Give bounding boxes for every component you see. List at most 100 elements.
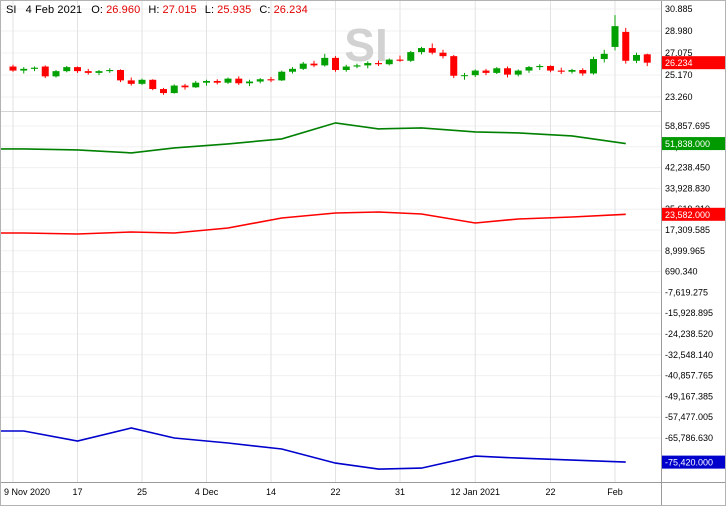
last-price-badge-value: 26.234: [665, 58, 693, 68]
time-axis-bg: [1, 482, 725, 505]
candle-body: [149, 79, 157, 90]
candle-body: [375, 63, 382, 65]
candle-body: [568, 69, 576, 72]
red-line: [1, 211, 626, 235]
candle-body: [418, 48, 425, 53]
candle-body: [52, 71, 60, 77]
indicator-tick-label: 58,857.695: [665, 121, 710, 131]
candle-body: [299, 63, 307, 69]
time-axis[interactable]: 9 Nov 2020 17 25 4 Dec 14 22 31 12 Jan 2021 22 Fe…: [4, 487, 623, 497]
indicator-tick-label: 8,999.965: [665, 246, 705, 256]
indicator-tick-label: -24,238.520: [665, 329, 713, 339]
candle-body: [439, 52, 447, 57]
red-line-badge: [662, 207, 725, 221]
symbol-watermark: SI: [344, 19, 387, 71]
indicator-tick-label: 17,309.585: [665, 225, 710, 235]
candlestick-series: [9, 15, 651, 95]
candle-body: [63, 67, 71, 72]
candle-body: [461, 75, 468, 77]
candle-body: [213, 80, 221, 83]
candle-body: [633, 54, 640, 61]
candle-body: [407, 52, 415, 61]
time-tick-label: Feb: [607, 487, 623, 497]
indicator-tick-label: -49,167.385: [665, 391, 713, 401]
candle-body: [106, 69, 114, 72]
candle-body: [267, 79, 275, 81]
candle-body: [622, 31, 630, 61]
candle-body: [536, 65, 544, 68]
candle-body: [514, 70, 522, 75]
candle-body: [278, 71, 286, 81]
green-line-badge-value: 51,838.000: [665, 139, 710, 149]
price-tick-label: 23.260: [665, 92, 693, 102]
candle-body: [482, 70, 490, 73]
candle-body: [590, 59, 597, 74]
close-label: C:: [259, 4, 271, 16]
candle-body: [332, 57, 339, 70]
time-tick-label: 22: [330, 487, 340, 497]
candle-body: [385, 59, 393, 65]
candle-body: [20, 68, 28, 71]
candle-body: [246, 81, 253, 84]
candle-body: [84, 71, 92, 73]
open-label: O:: [91, 4, 104, 16]
price-axis-bg: [661, 1, 725, 505]
candle-body: [364, 63, 372, 66]
red-line-badge-value: 23,582.000: [665, 210, 710, 220]
candle-body: [600, 53, 608, 60]
indicator-tick-label: -40,857.765: [665, 371, 713, 381]
open-value: 26.960: [106, 4, 141, 16]
axis-badges: 26.234 51,838.000 23,582.000 -75,420.000: [662, 56, 725, 469]
indicator-tick-label: -65,786.630: [665, 433, 713, 443]
candle-body: [203, 80, 210, 83]
candle-body: [235, 78, 243, 84]
indicator-tick-label: -57,477.005: [665, 412, 713, 422]
candle-body: [428, 48, 436, 53]
indicator-tick-label: 42,238.450: [665, 163, 710, 173]
candle-body: [31, 67, 38, 69]
indicator-tick-label: 690.340: [665, 267, 698, 277]
candle-body: [611, 26, 619, 47]
time-tick-label: 22: [545, 487, 555, 497]
time-tick-label: 25: [137, 487, 147, 497]
candle-body: [95, 71, 103, 73]
price-axis[interactable]: 30.885 28.980 27.075 25.170 23.260 58,857.695…: [665, 4, 713, 443]
time-tick-label: 12 Jan 2021: [450, 487, 500, 497]
candle-body: [192, 82, 200, 88]
indicator-tick-label: -15,928.895: [665, 308, 713, 318]
ohlc-readout: SI 4 Feb 2021 O: 26.960 H: 27.015 L: 25.935 C: 26…: [6, 4, 316, 16]
candle-body: [321, 57, 329, 66]
candle-body: [41, 66, 49, 77]
candle-body: [224, 78, 232, 83]
candle-body: [579, 69, 587, 74]
close-value: 26.234: [273, 4, 308, 16]
candle-body: [117, 69, 124, 81]
time-tick-label: 9 Nov 2020: [4, 487, 50, 497]
green-line: [1, 122, 626, 154]
candle-body: [643, 54, 651, 63]
candle-body: [504, 68, 511, 75]
blue-line-badge-value: -75,420.000: [665, 458, 713, 468]
blue-line-badge: [662, 455, 725, 469]
indicator-tick-label: -7,619.275: [665, 287, 708, 297]
candle-body: [256, 79, 264, 82]
blue-line: [1, 427, 626, 470]
candle-body: [353, 65, 361, 67]
candle-body: [138, 79, 146, 84]
candle-body: [289, 68, 296, 72]
candle-body: [396, 59, 404, 61]
high-label: H:: [148, 4, 160, 16]
time-tick-label: 4 Dec: [195, 487, 219, 497]
price-tick-label: 30.885: [665, 4, 693, 14]
candle-body: [9, 66, 17, 71]
candle-body: [160, 89, 167, 94]
candle-body: [170, 85, 178, 94]
symbol-label: SI: [6, 4, 17, 16]
candle-body: [547, 65, 554, 71]
price-tick-label: 28.980: [665, 26, 693, 36]
gridlines: [1, 1, 661, 482]
time-tick-label: 17: [72, 487, 82, 497]
last-price-badge: [662, 56, 725, 70]
